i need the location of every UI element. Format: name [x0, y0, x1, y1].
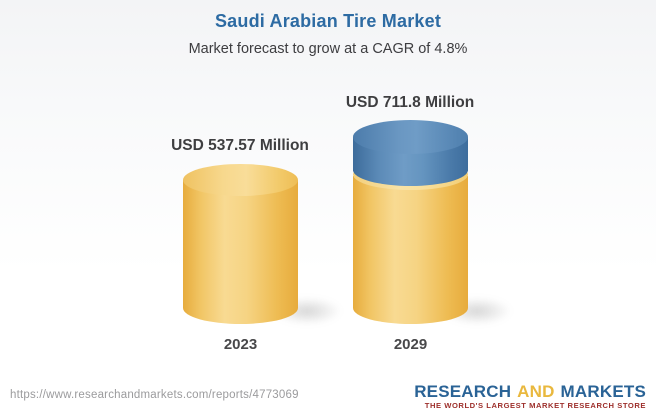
logo-wordmark: RESEARCH AND MARKETS — [414, 383, 646, 400]
logo-tagline: THE WORLD'S LARGEST MARKET RESEARCH STOR… — [424, 401, 646, 410]
value-label-2029: USD 711.8 Million — [345, 94, 475, 111]
research-and-markets-logo: RESEARCH AND MARKETS THE WORLD'S LARGEST… — [414, 383, 646, 410]
category-label-2029: 2029 — [393, 336, 428, 353]
cylinder-body-2029-base-segment — [353, 176, 468, 308]
logo-word-and: AND — [517, 382, 555, 401]
value-label-2023: USD 537.57 Million — [171, 137, 309, 154]
chart-subtitle: Market forecast to grow at a CAGR of 4.8… — [188, 41, 468, 57]
chart-title: Saudi Arabian Tire Market — [214, 11, 442, 31]
source-url: https://www.researchandmarkets.com/repor… — [10, 389, 299, 401]
logo-word-markets: MARKETS — [560, 382, 646, 401]
cylinder-top-2023 — [183, 164, 298, 196]
logo-word-research: RESEARCH — [414, 382, 512, 401]
growth-segment-top-2029 — [353, 120, 468, 154]
category-label-2023: 2023 — [223, 336, 258, 353]
bar-2029-cylinder — [353, 120, 468, 324]
bar-2023-cylinder — [183, 164, 298, 324]
cylinder-body-2023 — [183, 180, 298, 308]
